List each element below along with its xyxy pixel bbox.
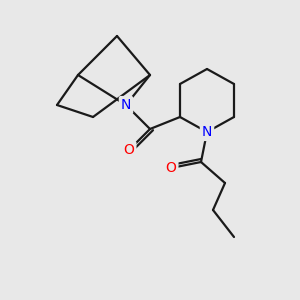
Text: N: N [202, 125, 212, 139]
Text: O: O [124, 143, 134, 157]
Text: O: O [166, 161, 176, 175]
Text: N: N [121, 98, 131, 112]
